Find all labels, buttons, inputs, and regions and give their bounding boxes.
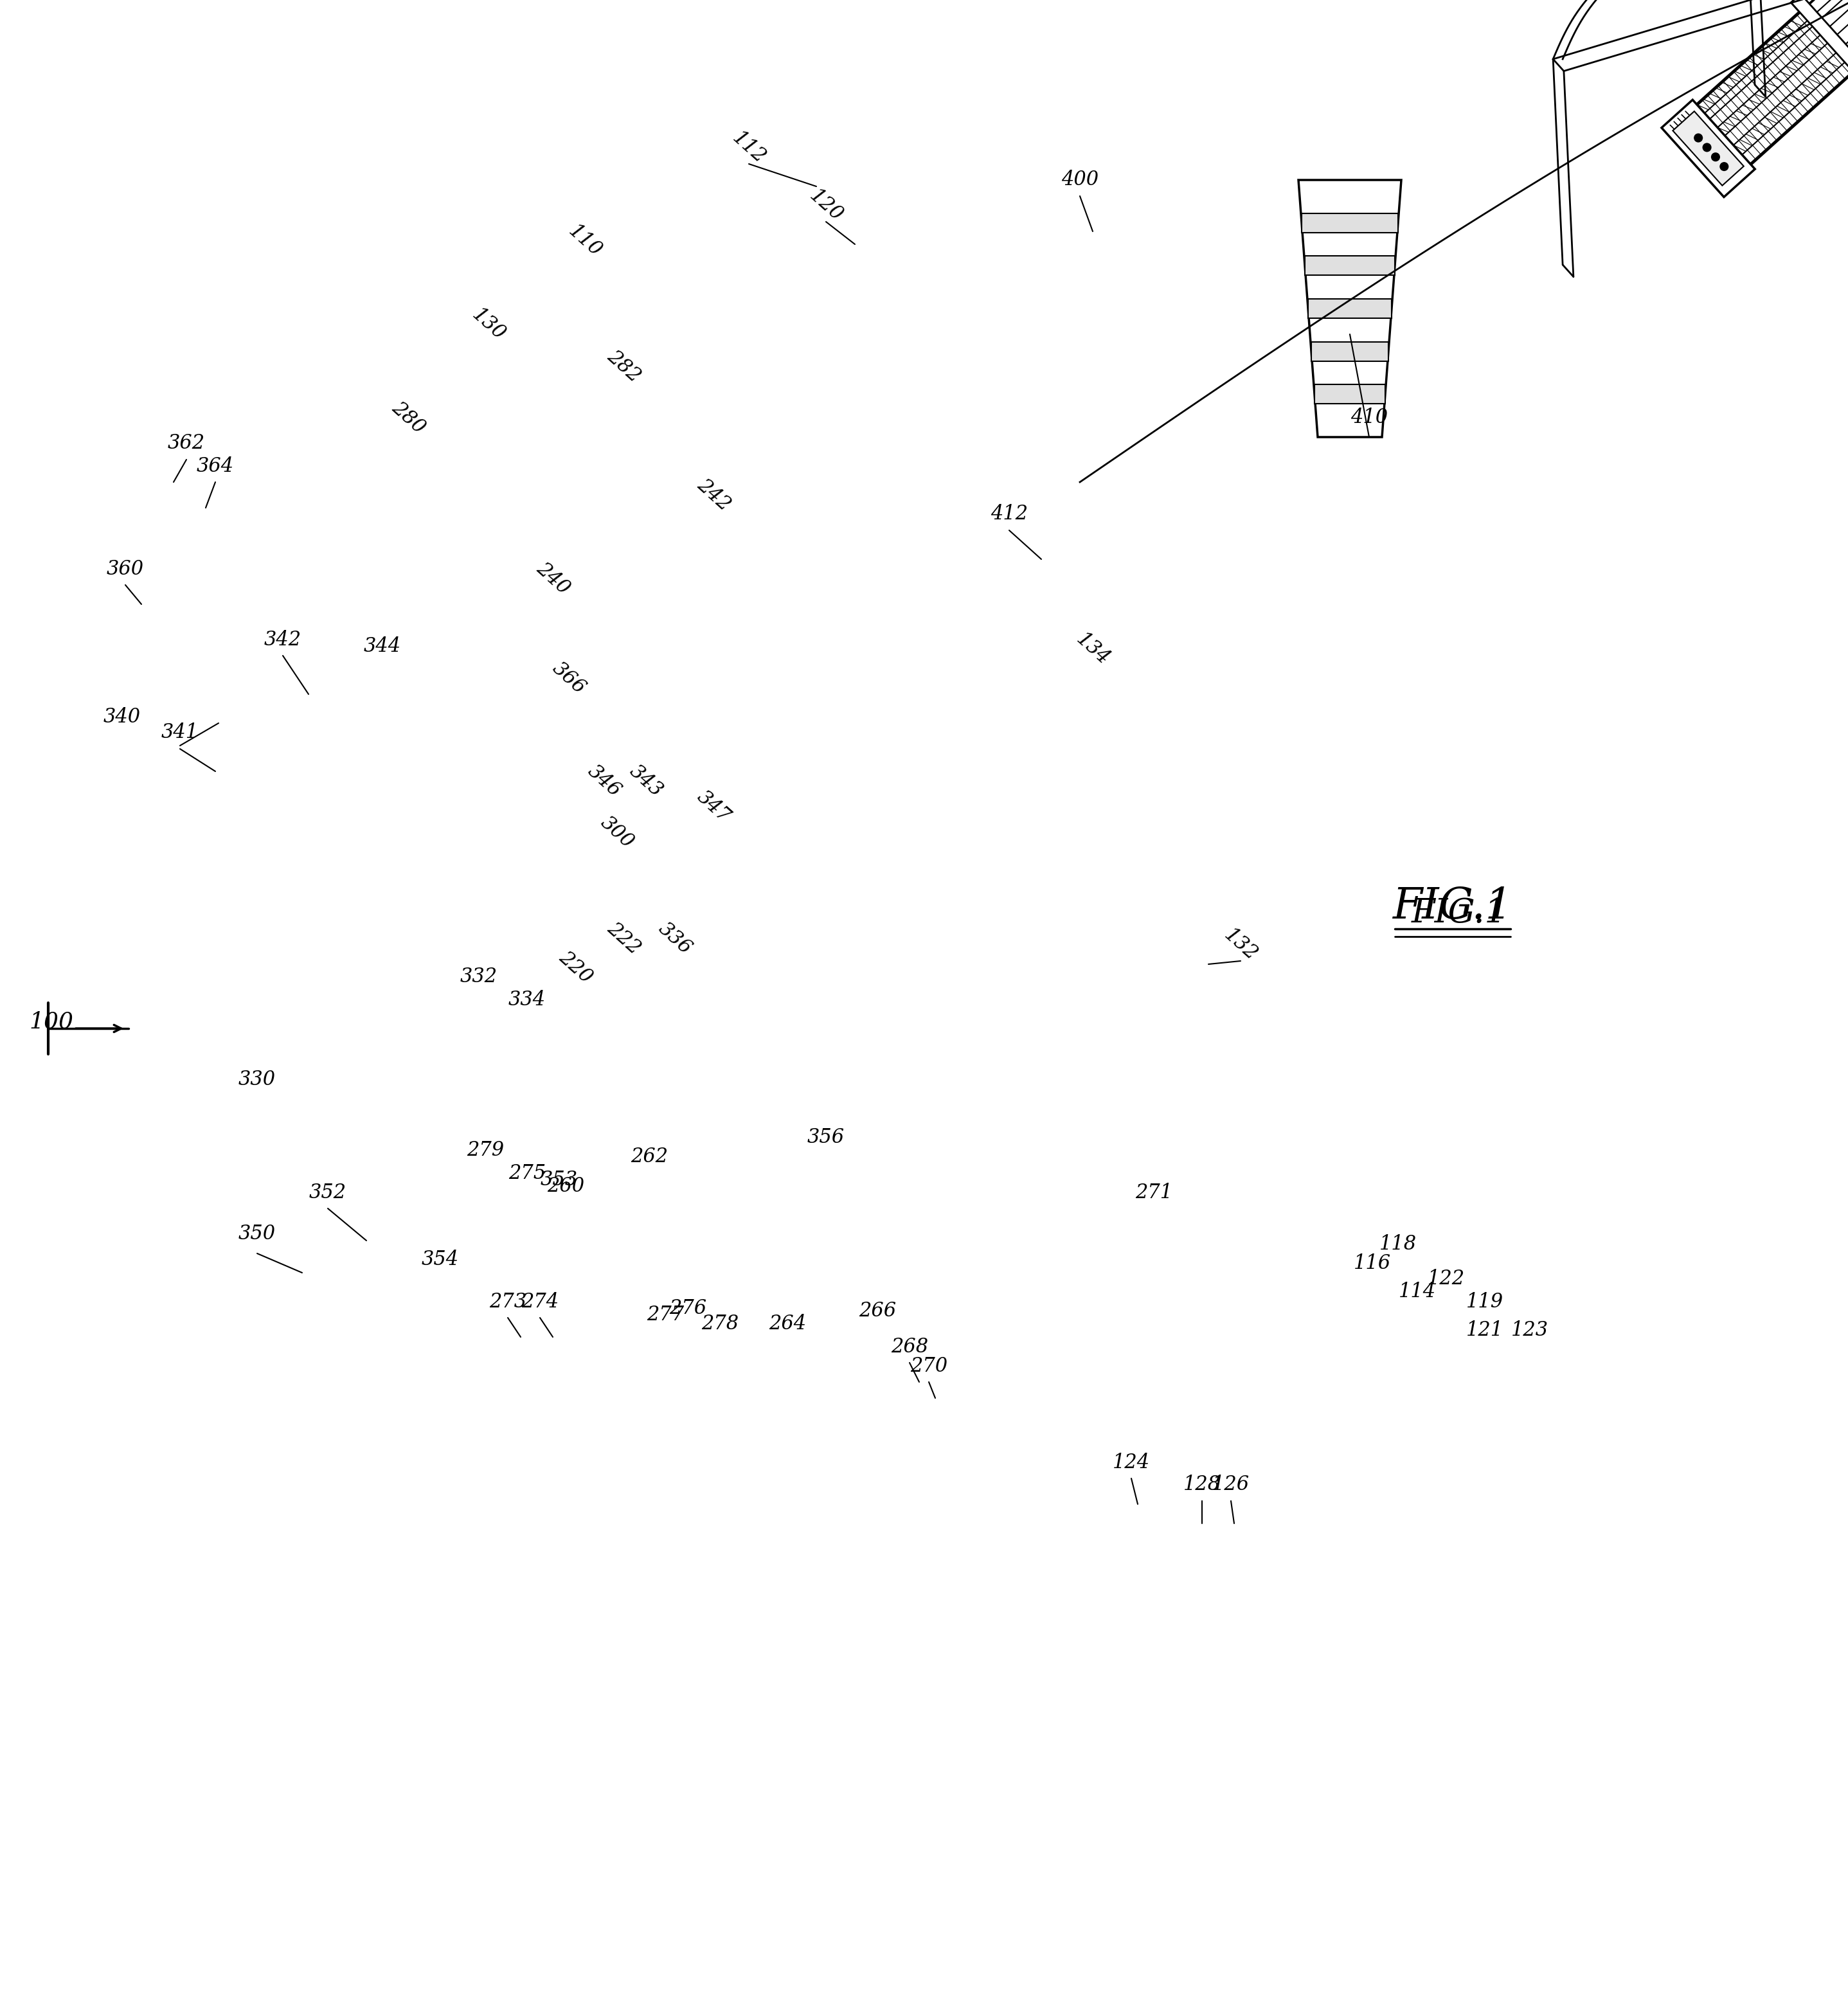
Text: 360: 360	[107, 560, 144, 580]
Text: 352: 352	[309, 1183, 347, 1203]
Polygon shape	[1308, 299, 1392, 319]
Text: 343: 343	[625, 761, 667, 801]
Text: 350: 350	[238, 1225, 275, 1245]
Text: 275: 275	[508, 1163, 545, 1183]
Polygon shape	[1791, 0, 1848, 12]
Text: 134: 134	[1072, 629, 1112, 669]
Text: 242: 242	[693, 474, 734, 514]
Text: 119: 119	[1465, 1291, 1504, 1311]
Text: 220: 220	[554, 948, 595, 988]
Polygon shape	[1672, 112, 1745, 185]
Text: 356: 356	[808, 1127, 845, 1147]
Text: 344: 344	[364, 635, 401, 655]
Text: 132: 132	[1220, 924, 1260, 964]
Polygon shape	[1844, 0, 1848, 36]
Text: 330: 330	[238, 1070, 275, 1090]
Text: 354: 354	[421, 1249, 458, 1269]
Text: 120: 120	[806, 185, 846, 225]
Text: 300: 300	[597, 813, 638, 853]
Text: 123: 123	[1512, 1321, 1549, 1341]
Text: 341: 341	[161, 723, 200, 743]
Text: 100: 100	[30, 1012, 74, 1034]
Polygon shape	[1791, 0, 1848, 84]
Text: 130: 130	[468, 305, 508, 345]
Polygon shape	[1305, 257, 1395, 275]
Circle shape	[1704, 143, 1711, 151]
Text: 334: 334	[508, 990, 545, 1010]
Text: 347: 347	[693, 787, 734, 827]
Text: 332: 332	[460, 966, 497, 986]
Text: 222: 222	[602, 918, 645, 958]
Text: 116: 116	[1353, 1253, 1392, 1273]
Text: 266: 266	[859, 1301, 896, 1321]
Polygon shape	[1314, 384, 1386, 404]
Text: 342: 342	[264, 629, 301, 649]
Polygon shape	[1299, 179, 1401, 436]
Text: 268: 268	[891, 1337, 928, 1357]
Text: FIG.1: FIG.1	[1412, 896, 1506, 928]
Text: 410: 410	[1351, 408, 1388, 428]
Polygon shape	[1312, 343, 1388, 361]
Text: 346: 346	[584, 761, 625, 801]
Text: 122: 122	[1429, 1269, 1465, 1289]
Text: 112: 112	[728, 127, 769, 167]
Polygon shape	[1661, 100, 1756, 197]
Text: 277: 277	[647, 1305, 684, 1325]
Text: 271: 271	[1135, 1183, 1172, 1203]
Text: 364: 364	[196, 456, 235, 476]
Text: 124: 124	[1112, 1452, 1149, 1472]
Text: 273: 273	[490, 1291, 527, 1311]
Text: 278: 278	[700, 1315, 739, 1335]
Circle shape	[1720, 163, 1728, 171]
Text: 353: 353	[541, 1169, 578, 1189]
Text: 121: 121	[1465, 1321, 1504, 1341]
Circle shape	[1711, 153, 1719, 161]
Text: 366: 366	[549, 657, 590, 697]
Text: 110: 110	[564, 221, 606, 261]
Circle shape	[1695, 133, 1702, 141]
Text: 336: 336	[654, 918, 695, 958]
Text: 260: 260	[547, 1175, 584, 1195]
Text: 362: 362	[168, 434, 205, 454]
Text: 128: 128	[1183, 1474, 1222, 1494]
Text: 282: 282	[602, 347, 645, 386]
Text: 262: 262	[630, 1147, 667, 1167]
Text: 126: 126	[1212, 1474, 1249, 1494]
Text: 274: 274	[521, 1291, 558, 1311]
Text: 240: 240	[532, 558, 573, 598]
Text: 276: 276	[669, 1299, 706, 1319]
Text: 400: 400	[1061, 169, 1098, 189]
Polygon shape	[1301, 213, 1399, 233]
Text: FIG.1: FIG.1	[1393, 884, 1514, 928]
Text: 340: 340	[103, 707, 140, 727]
Text: 412: 412	[991, 504, 1027, 524]
Text: 114: 114	[1399, 1283, 1436, 1303]
Text: 270: 270	[911, 1357, 948, 1376]
Text: 280: 280	[388, 398, 429, 438]
Text: 279: 279	[466, 1141, 505, 1161]
Text: 118: 118	[1379, 1233, 1417, 1253]
Text: 264: 264	[769, 1315, 806, 1335]
